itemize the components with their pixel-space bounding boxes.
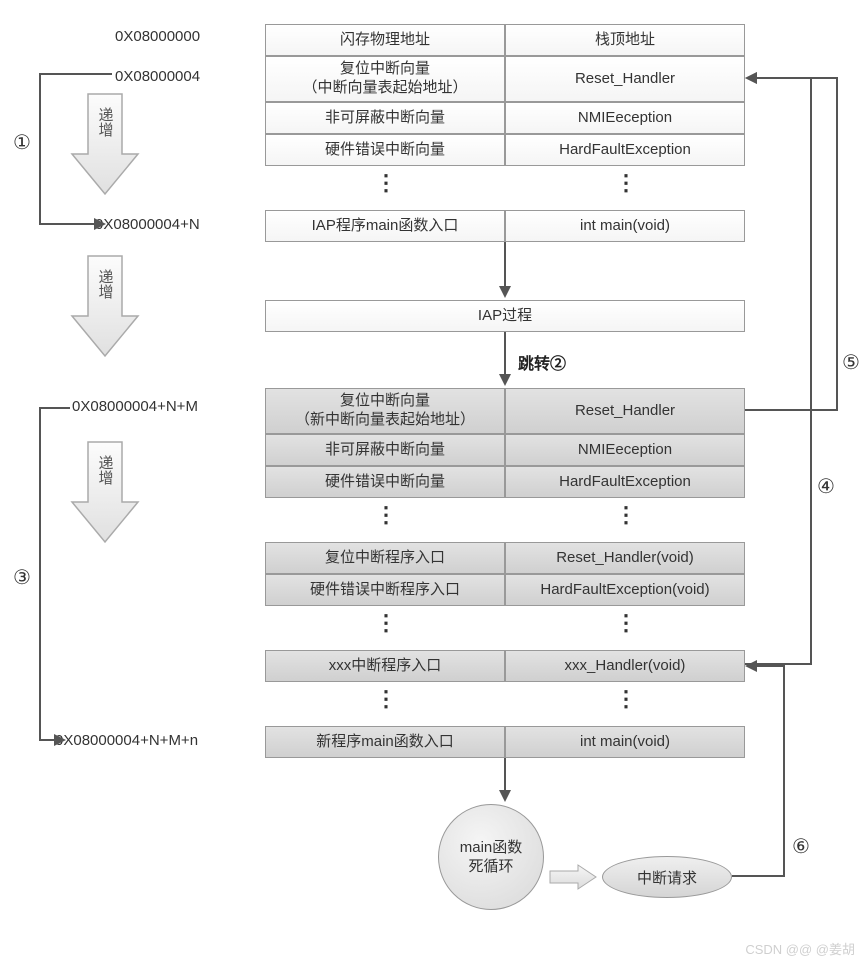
arrow-circle-to-ellipse — [548, 862, 600, 892]
cell-mainin-right: int main(void) — [505, 210, 745, 242]
loop-3 — [26, 396, 266, 752]
address-0: 0X08000000 — [115, 28, 200, 45]
cell-r1-right: Reset_Handler — [505, 56, 745, 102]
cell-g6-left: 新程序main函数入口 — [265, 726, 505, 758]
arrow-main-to-iap — [495, 242, 515, 300]
cell-g5-right: xxx_Handler(void) — [505, 650, 745, 682]
cell-iap: IAP过程 — [265, 300, 745, 332]
cell-r1-left: 复位中断向量 （中断向量表起始地址） — [265, 56, 505, 102]
big-arrow-2-label: 递增 — [97, 269, 114, 299]
big-arrow-2: 递增 — [70, 254, 140, 359]
cell-r3-left: 硬件错误中断向量 — [265, 134, 505, 166]
num-3: ③ — [13, 565, 31, 590]
vdots-4a: ⋮ — [375, 686, 395, 712]
arrow-g6-to-circle — [495, 758, 515, 804]
num-4: ④ — [817, 474, 835, 499]
cell-g4-left: 硬件错误中断程序入口 — [265, 574, 505, 606]
cell-g0-left: 复位中断向量 （新中断向量表起始地址） — [265, 388, 505, 434]
vdots-1a: ⋮ — [375, 170, 395, 196]
cell-g1-left: 非可屏蔽中断向量 — [265, 434, 505, 466]
vdots-2b: ⋮ — [615, 502, 635, 528]
main-loop-circle: main函数 死循环 — [438, 804, 544, 910]
cell-g2-right: HardFaultException — [505, 466, 745, 498]
cell-g2-left: 硬件错误中断向量 — [265, 466, 505, 498]
vdots-4b: ⋮ — [615, 686, 635, 712]
num-6: ⑥ — [792, 834, 810, 859]
num-1: ① — [13, 130, 31, 155]
line-4 — [745, 68, 830, 674]
cell-g4-right: HardFaultException(void) — [505, 574, 745, 606]
num-5: ⑤ — [842, 350, 860, 375]
cell-mainin-left: IAP程序main函数入口 — [265, 210, 505, 242]
cell-g5-left: xxx中断程序入口 — [265, 650, 505, 682]
cell-r0-left: 闪存物理地址 — [265, 24, 505, 56]
cell-r2-left: 非可屏蔽中断向量 — [265, 102, 505, 134]
arrow-iap-to-jump — [495, 332, 515, 388]
interrupt-request-ellipse: 中断请求 — [602, 856, 732, 898]
cell-g3-right: Reset_Handler(void) — [505, 542, 745, 574]
vdots-1b: ⋮ — [615, 170, 635, 196]
vdots-2a: ⋮ — [375, 502, 395, 528]
vdots-3b: ⋮ — [615, 610, 635, 636]
cell-g1-right: NMIEeception — [505, 434, 745, 466]
cell-r3-right: HardFaultException — [505, 134, 745, 166]
loop-1 — [26, 62, 266, 232]
cell-g6-right: int main(void) — [505, 726, 745, 758]
vdots-3a: ⋮ — [375, 610, 395, 636]
cell-g3-left: 复位中断程序入口 — [265, 542, 505, 574]
cell-r0-right: 栈顶地址 — [505, 24, 745, 56]
cell-g0-right: Reset_Handler — [505, 388, 745, 434]
cell-r2-right: NMIEeception — [505, 102, 745, 134]
watermark: CSDN @@ @姜胡 — [745, 939, 855, 958]
jump-label: 跳转② — [518, 350, 566, 374]
